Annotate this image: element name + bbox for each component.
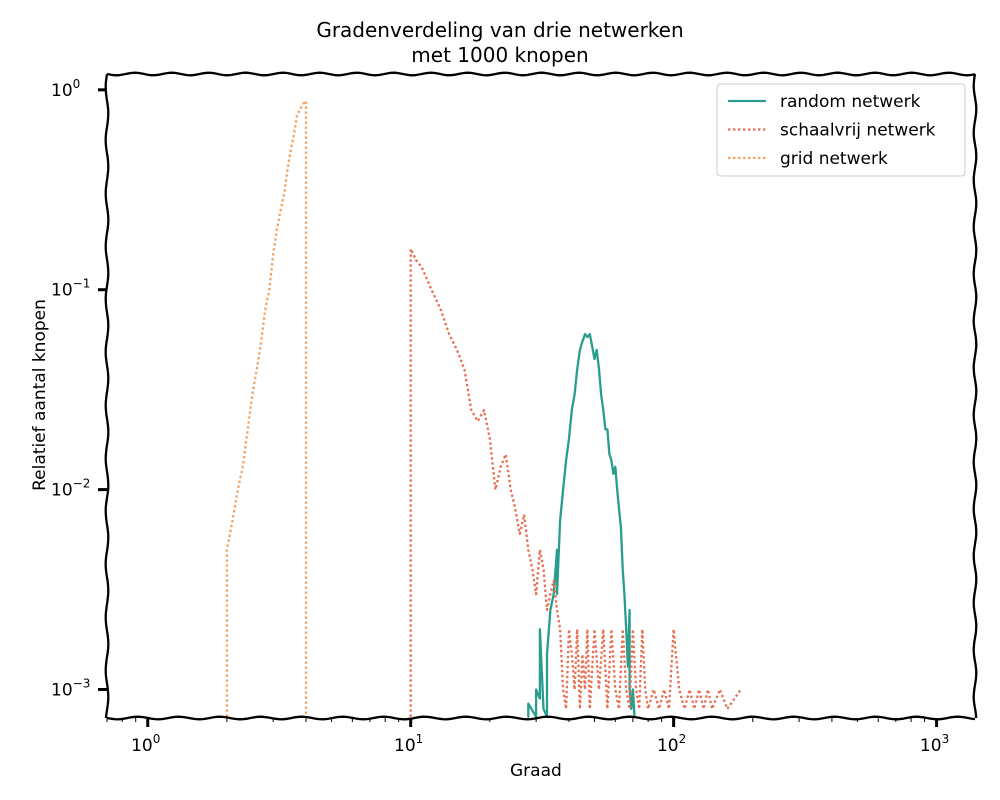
plot-frame (104, 71, 978, 721)
x-tick-label-2: 101 (394, 732, 423, 756)
y-tick-label-4: 100 (51, 77, 80, 101)
legend: random netwerk schaalvrij netwerk grid net… (716, 83, 966, 177)
x-tick-label-4: 103 (920, 732, 949, 756)
series-line-1 (527, 332, 636, 718)
y-tick-label-2: 10−2 (51, 477, 90, 501)
series-line-2 (409, 247, 742, 717)
chart-title-line-1: Gradenverdeling van drie netwerken (316, 18, 684, 42)
frame-top (106, 71, 976, 77)
legend-label-3: grid netwerk (780, 149, 888, 169)
frame-right (972, 73, 978, 719)
y-tick-label-1: 10−3 (51, 676, 90, 700)
series-line-3 (225, 99, 308, 717)
legend-label-1: random netwerk (780, 92, 921, 112)
x-axis-label: Graad (510, 761, 562, 781)
x-tick-label-3: 102 (657, 732, 686, 756)
y-axis-label: Relatief aantal knopen (30, 299, 50, 491)
y-tick-label-3: 10−1 (51, 277, 90, 301)
frame-left (104, 73, 110, 719)
legend-label-2: schaalvrij netwerk (780, 121, 936, 141)
chart-title-line-2: met 1000 knopen (411, 43, 589, 67)
series-layer (225, 99, 742, 718)
x-tick-label-1: 100 (131, 732, 160, 756)
axis-ticks: 100 101 102 103 10−3 10−2 10−1 100 (51, 77, 949, 756)
legend-box (716, 83, 966, 177)
frame-bottom (106, 715, 976, 721)
